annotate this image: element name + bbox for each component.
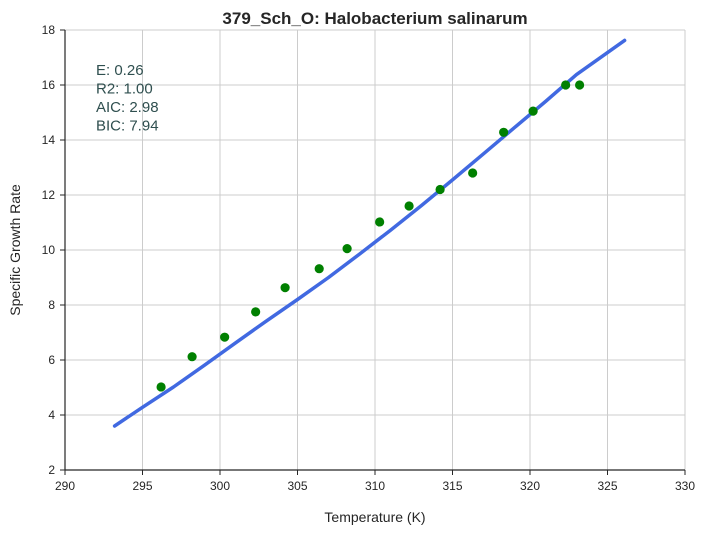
y-tick-label: 6 xyxy=(48,353,55,367)
data-point xyxy=(561,80,571,90)
fit-stat-label: E: 0.26 xyxy=(96,62,144,79)
data-point xyxy=(404,201,414,211)
data-point xyxy=(375,217,385,227)
x-tick-label: 305 xyxy=(287,479,307,493)
x-tick-label: 330 xyxy=(675,479,695,493)
y-tick-label: 8 xyxy=(48,298,55,312)
fit-stat-label: BIC: 7.94 xyxy=(96,118,159,135)
fit-curve-layer xyxy=(112,38,627,428)
data-point xyxy=(251,307,261,317)
data-point xyxy=(280,283,290,293)
y-axis-label: Specific Growth Rate xyxy=(7,184,23,316)
data-point xyxy=(468,168,478,178)
fit-stat-label: R2: 1.00 xyxy=(96,81,153,98)
y-tick-label: 18 xyxy=(42,23,56,37)
data-point xyxy=(575,80,585,90)
fit-curve xyxy=(112,38,627,428)
x-tick-label: 290 xyxy=(55,479,75,493)
data-point xyxy=(435,184,445,195)
x-tick-label: 320 xyxy=(520,479,540,493)
y-tick-label: 10 xyxy=(42,243,56,257)
y-tick-label: 2 xyxy=(48,463,55,477)
data-points-layer xyxy=(156,80,585,392)
x-tick-label: 315 xyxy=(442,479,462,493)
y-tick-label: 12 xyxy=(42,188,56,202)
data-point xyxy=(528,106,538,116)
data-point xyxy=(156,382,166,392)
data-point xyxy=(187,352,197,362)
data-point xyxy=(342,244,352,254)
y-tick-label: 4 xyxy=(48,408,55,422)
axes: 290 295 300 305 310 315 320 325 330 2 4 6 8 10 12 14 16 1… xyxy=(42,23,696,493)
fit-stat-label: AIC: 2.98 xyxy=(96,99,159,116)
x-tick-label: 325 xyxy=(597,479,617,493)
data-point xyxy=(220,332,230,342)
data-point xyxy=(314,264,324,274)
y-tick-label: 14 xyxy=(42,133,56,147)
grid xyxy=(65,29,686,470)
data-point xyxy=(499,127,509,137)
x-tick-label: 295 xyxy=(132,479,152,493)
x-axis-label: Temperature (K) xyxy=(324,509,425,525)
x-tick-label: 300 xyxy=(210,479,230,493)
chart-title: 379_Sch_O: Halobacterium salinarum xyxy=(222,9,527,28)
x-tick-label: 310 xyxy=(365,479,385,493)
y-tick-label: 16 xyxy=(42,78,56,92)
